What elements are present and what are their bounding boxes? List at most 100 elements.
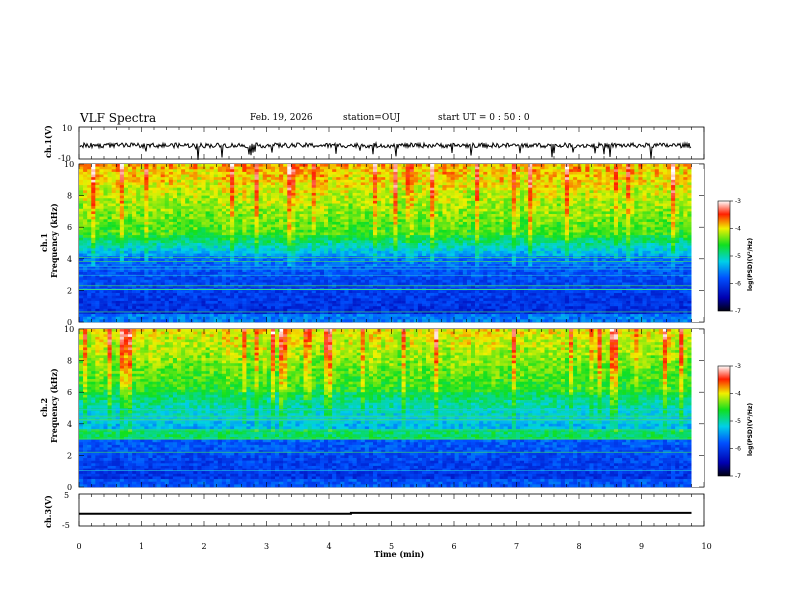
ch1-spectrogram-cell <box>201 248 206 252</box>
ch1-spectrogram-cell <box>348 319 353 323</box>
ch1-spectrogram-cell <box>356 185 362 188</box>
ch1-spectrogram-cell <box>340 229 345 233</box>
ch1-spectrogram-cell <box>283 185 288 188</box>
ch1-spectrogram-cell <box>79 269 84 273</box>
ch1-spectrogram-cell <box>381 219 386 223</box>
ch1-spectrogram-cell <box>177 182 182 186</box>
ch1-spectrogram-cell <box>291 269 296 273</box>
ch1-spectrogram-cell <box>393 282 398 286</box>
ch1-spectrogram-cell <box>209 308 215 312</box>
ch1-spectrogram-cell <box>111 232 117 236</box>
ch1-spectrogram-cell <box>373 174 378 178</box>
ch1-spectrogram-cell <box>344 164 349 167</box>
ch1-spectrogram-cell <box>185 261 190 265</box>
ch1-spectrogram-cell <box>368 245 374 249</box>
ch1-spectrogram-cell <box>201 190 206 194</box>
ch1-spectrogram-cell <box>123 240 129 244</box>
ch1-spectrogram-cell <box>397 235 402 239</box>
ch1-spectrogram-cell <box>279 308 284 312</box>
ch1-spectrogram-cell <box>177 166 182 170</box>
ch1-spectrogram-cell <box>123 221 129 225</box>
ch1-spectrogram-cell <box>160 164 166 167</box>
ch1-spectrogram-cell <box>238 271 243 275</box>
ch1-spectrogram-cell <box>324 174 329 178</box>
ch1-spectrogram-cell <box>132 240 137 244</box>
ch1-spectrogram-cell <box>360 253 366 257</box>
ch1-spectrogram-cell <box>348 316 353 320</box>
ch1-spectrogram-cell <box>299 214 304 217</box>
ch1-spectrogram-cell <box>340 177 345 181</box>
ch1-spectrogram-cell <box>405 274 411 278</box>
ch1-spectrogram-cell <box>209 224 215 228</box>
ch1-spectrogram-cell <box>107 227 112 231</box>
ch1-spectrogram-cell <box>205 174 210 178</box>
ch1-spectrogram-cell <box>315 169 321 173</box>
ch1-spectrogram-cell <box>377 185 382 188</box>
ch1-spectrogram-cell <box>87 295 92 299</box>
ch1-spectrogram-cell <box>307 303 313 307</box>
ch1-spectrogram-cell <box>295 277 300 281</box>
ch1-spectrogram-cell <box>111 266 117 270</box>
ch1-spectrogram-cell <box>299 237 304 241</box>
ch1-spectrogram-cell <box>152 206 157 210</box>
ch1-spectrogram-cell <box>213 171 219 175</box>
ch1-spectrogram-cell <box>360 187 366 191</box>
ch1-spectrogram-cell <box>258 182 264 186</box>
ch1-spectrogram-cell <box>348 308 353 312</box>
ch1-spectrogram-cell <box>381 285 386 289</box>
ch1-spectrogram-cell <box>193 298 198 302</box>
ch1-spectrogram-cell <box>103 235 108 239</box>
ch1-spectrogram-cell <box>119 214 125 217</box>
ch1-spectrogram-cell <box>381 245 386 249</box>
ch1-spectrogram-cell <box>413 192 419 196</box>
ch1-spectrogram-cell <box>283 253 288 257</box>
ch1-spectrogram-cell <box>111 221 117 225</box>
ch1-spectrogram-cell <box>226 271 231 275</box>
ch1-spectrogram-cell <box>128 271 133 275</box>
ch1-spectrogram-cell <box>115 208 121 212</box>
ch1-spectrogram-cell <box>123 164 129 167</box>
ch1-spectrogram-cell <box>213 293 219 296</box>
ch1-spectrogram-cell <box>377 266 382 270</box>
ch1-spectrogram-cell <box>140 229 145 233</box>
ch1-spectrogram-cell <box>197 216 202 220</box>
ch1-spectrogram-cell <box>246 237 251 241</box>
ch1-spectrogram-cell <box>377 258 382 262</box>
ch1-spectrogram-cell <box>119 258 125 262</box>
ch1-spectrogram-cell <box>144 295 149 299</box>
ch1-spectrogram-cell <box>164 171 170 175</box>
ch1-spectrogram-cell <box>91 171 96 175</box>
ch1-spectrogram-cell <box>103 182 108 186</box>
ch1-spectrogram-cell <box>193 187 198 191</box>
ch1-spectrogram-cell <box>107 177 112 181</box>
ch1-spectrogram-cell <box>275 164 280 167</box>
ch1-spectrogram-cell <box>152 169 157 173</box>
ch1-spectrogram-cell <box>115 240 121 244</box>
ch1-spectrogram-cell <box>332 235 337 239</box>
ch1-spectrogram-cell <box>83 250 88 254</box>
ch1-spectrogram-cell <box>270 192 276 196</box>
ch1-spectrogram-cell <box>360 319 366 323</box>
ch1-spectrogram-cell <box>262 250 268 254</box>
ch1-spectrogram-cell <box>160 311 166 315</box>
ch1-spectrogram-cell <box>324 290 329 294</box>
ch1-spectrogram-cell <box>373 245 378 249</box>
ch1-spectrogram-cell <box>238 282 243 286</box>
ch1-spectrogram-cell <box>303 300 308 304</box>
ch1-spectrogram-cell <box>389 250 394 254</box>
ch1-spectrogram-cell <box>242 277 247 281</box>
ch1-spectrogram-cell <box>238 208 243 212</box>
ch1-spectrogram-cell <box>123 264 129 267</box>
ch1-spectrogram-cell <box>373 274 378 278</box>
ch1-spectrogram-cell <box>385 261 390 265</box>
ch1-spectrogram-cell <box>79 208 84 212</box>
ch1-spectrogram-cell <box>242 271 247 275</box>
ch1-spectrogram-cell <box>103 198 108 202</box>
ch1-spectrogram-cell <box>401 174 406 178</box>
ch1-spectrogram-cell <box>348 279 353 283</box>
ch1-spectrogram-cell <box>209 319 215 323</box>
ch1-spectrogram-cell <box>91 316 96 320</box>
ch1-spectrogram-cell <box>209 208 215 212</box>
ch1-spectrogram-cell <box>213 208 219 212</box>
ch1-spectrogram-cell <box>393 295 398 299</box>
